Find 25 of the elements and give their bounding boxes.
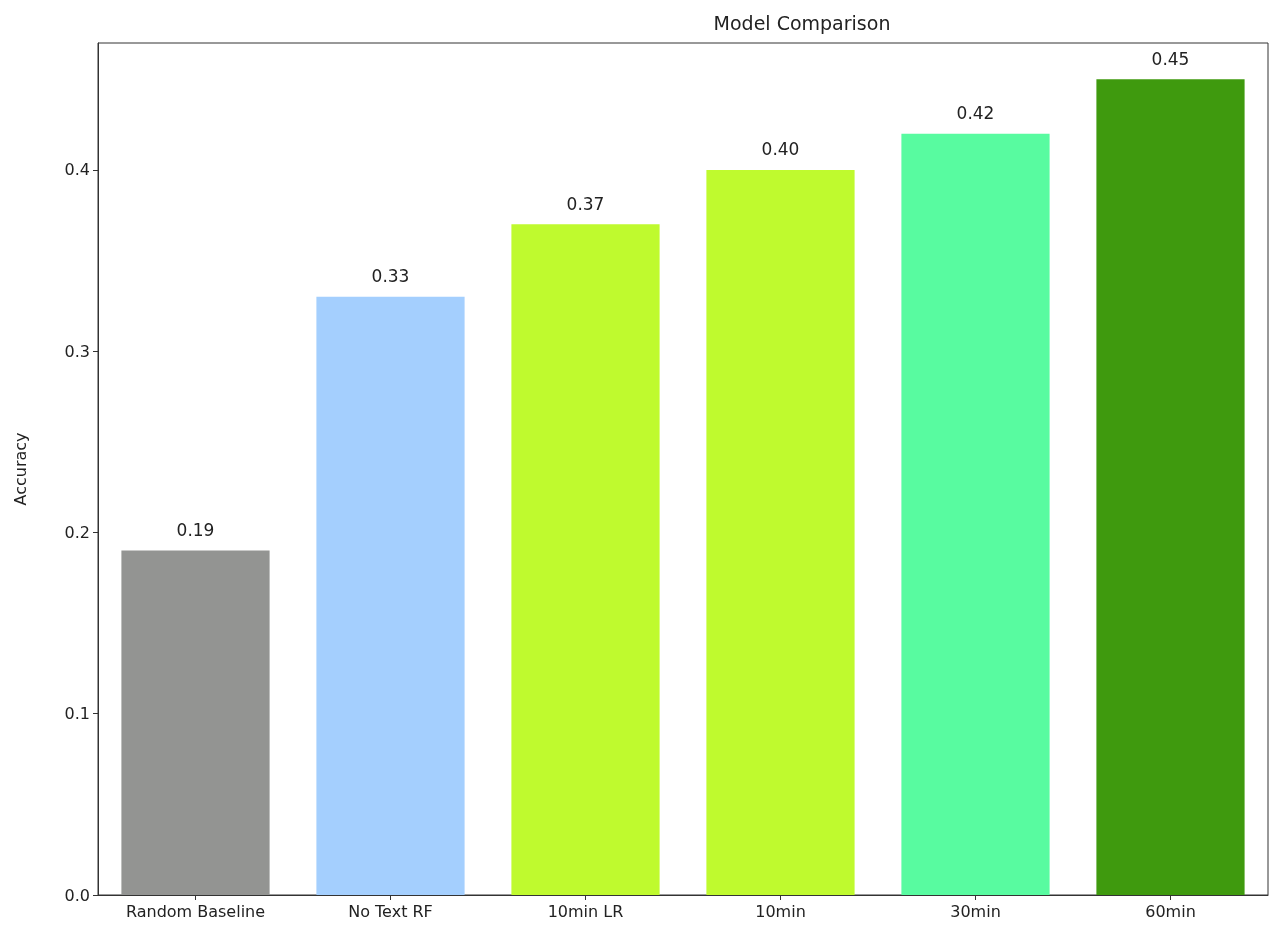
bar [1096,79,1245,895]
y-tick-label: 0.4 [64,160,90,180]
data-label: 0.37 [566,193,605,214]
bar [316,296,465,895]
y-tick-label: 0.1 [64,704,90,724]
bar [511,224,660,895]
y-axis-title: Accuracy [10,432,30,506]
x-tick-label: 10min [755,901,806,921]
x-tick-label: Random Baseline [125,901,266,921]
x-tick-label: 30min [950,901,1001,921]
data-label: 0.19 [176,520,215,541]
data-label: 0.33 [371,266,410,287]
bar [901,133,1050,895]
y-tick-label: 0.0 [64,885,90,905]
data-label: 0.42 [956,103,995,124]
data-label: 0.45 [1151,48,1190,69]
x-tick-label: No Text RF [348,901,433,921]
x-tick-label: 10min LR [547,901,624,921]
bar [706,169,855,895]
bar [121,550,270,895]
y-tick-label: 0.3 [64,341,90,361]
y-tick-label: 0.2 [64,522,90,542]
x-tick-label: 60min [1145,901,1196,921]
data-label: 0.40 [761,139,800,160]
chart-title: Model Comparison [713,11,891,34]
